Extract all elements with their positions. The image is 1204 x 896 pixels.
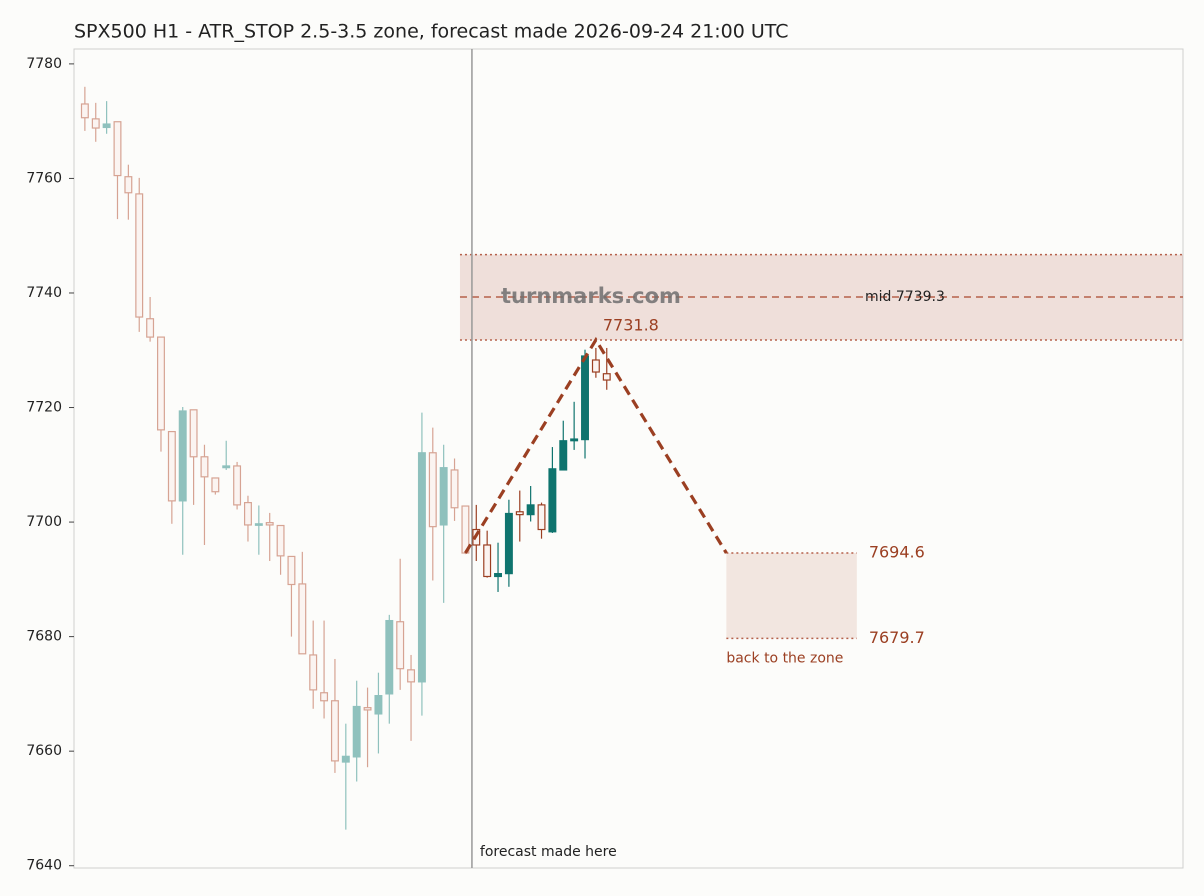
candle-body: [526, 504, 535, 516]
candle-body: [407, 669, 416, 683]
zone-mid-label: mid 7739.3: [865, 289, 945, 305]
candle-body: [559, 440, 568, 471]
candle-body: [515, 511, 524, 516]
forecast-path: [464, 336, 728, 554]
candle-body: [243, 502, 252, 526]
candle-body: [330, 700, 339, 762]
candle-body: [439, 467, 448, 526]
candle-body: [178, 410, 187, 502]
candle-body: [135, 193, 144, 318]
candle-body: [461, 505, 470, 554]
candle-body: [320, 692, 329, 702]
candle-body: [537, 504, 546, 531]
y-tick-label: 7760: [26, 170, 62, 186]
candle-body: [494, 573, 502, 578]
candle-body: [374, 695, 383, 715]
target-bottom-label: 7679.7: [869, 628, 925, 647]
y-tick-label: 7780: [26, 56, 62, 72]
y-tick-label: 7640: [26, 858, 62, 874]
y-tick-label: 7660: [26, 743, 62, 759]
candle-body: [309, 654, 318, 691]
candle-body: [287, 555, 296, 586]
target-label: back to the zone: [726, 650, 843, 666]
candle-body: [80, 103, 89, 119]
candle-body: [167, 430, 176, 502]
target-box: [726, 553, 857, 639]
candle-body: [450, 469, 459, 509]
candle-body: [233, 465, 242, 506]
candle-body: [189, 409, 198, 458]
forecast-marker-label: forecast made here: [480, 844, 617, 860]
watermark: turnmarks.com: [501, 284, 681, 308]
candle-body: [548, 468, 557, 533]
chart-title: SPX500 H1 - ATR_STOP 2.5-3.5 zone, forec…: [74, 21, 789, 43]
peak-label: 7731.8: [603, 315, 659, 334]
candle-body: [428, 452, 437, 528]
candle-body: [276, 524, 285, 557]
candle-body: [124, 176, 133, 194]
candle-body: [483, 544, 492, 578]
plot-area: [73, 48, 1184, 869]
candle-body: [211, 477, 220, 493]
candle-body: [396, 621, 405, 670]
candle-body: [146, 318, 155, 338]
candle-body: [91, 118, 100, 129]
candle-body: [102, 123, 111, 129]
candle-body: [417, 452, 426, 683]
candle-body: [504, 512, 513, 575]
candle-body: [222, 465, 231, 469]
candle-body: [602, 373, 611, 381]
y-tick-label: 7740: [26, 285, 62, 301]
y-tick-label: 7700: [26, 514, 62, 530]
candle-body: [352, 705, 361, 758]
candle-body: [570, 438, 579, 442]
candle-body: [385, 619, 394, 695]
candle-body: [113, 121, 122, 177]
y-tick-label: 7680: [26, 629, 62, 645]
y-tick-label: 7720: [26, 400, 62, 416]
candle-body: [265, 522, 274, 526]
candle-body: [591, 359, 600, 373]
candle-body: [581, 355, 589, 441]
candle-body: [254, 523, 263, 526]
target-top-label: 7694.6: [869, 543, 925, 562]
candle-body: [200, 456, 209, 478]
candle-body: [298, 583, 307, 655]
candle-body: [363, 707, 372, 711]
candle-body: [341, 755, 350, 763]
candle-body: [157, 336, 165, 431]
